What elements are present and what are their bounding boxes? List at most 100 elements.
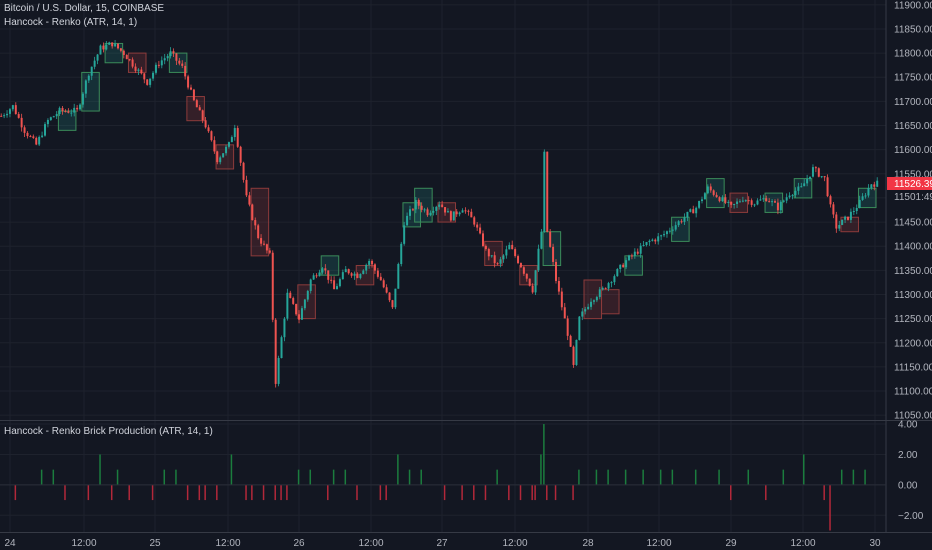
candle-body xyxy=(750,200,753,205)
candle-body xyxy=(540,231,543,249)
production-bar xyxy=(309,469,312,485)
x-tick-label: 30 xyxy=(869,538,881,549)
candle-body xyxy=(388,292,391,301)
candle-body xyxy=(829,196,832,205)
production-bar xyxy=(87,484,90,501)
candle-body xyxy=(566,318,569,336)
candle-body xyxy=(303,299,306,309)
candle-body xyxy=(178,60,181,64)
candle-body xyxy=(286,292,289,319)
candle-body xyxy=(274,319,277,384)
candle-body xyxy=(353,273,356,276)
candle-body xyxy=(473,217,476,225)
production-bar xyxy=(128,484,130,501)
candle-body xyxy=(715,194,718,198)
candle-body xyxy=(420,205,423,210)
candle-body xyxy=(79,104,82,110)
candle-body xyxy=(709,186,712,191)
y-tick-label: 11900.00 xyxy=(894,0,932,11)
candle-body xyxy=(295,303,298,315)
candle-body xyxy=(26,132,29,137)
brick-production-legend[interactable]: Hancock - Renko Brick Production (ATR, 1… xyxy=(4,426,213,437)
candle-body xyxy=(736,201,739,204)
candle-body xyxy=(312,275,315,280)
candle-body xyxy=(84,80,87,94)
candle-body xyxy=(376,270,379,277)
candle-body xyxy=(149,78,152,85)
candle-body xyxy=(590,301,593,307)
candle-body xyxy=(665,231,668,235)
candle-body xyxy=(300,308,303,320)
chart-axes xyxy=(0,0,932,533)
candle-body xyxy=(511,244,514,250)
candle-body xyxy=(327,270,330,280)
candle-body xyxy=(190,87,192,90)
candle-body xyxy=(496,263,499,265)
renko-brick xyxy=(624,255,643,276)
production-bar xyxy=(204,484,206,501)
candle-body xyxy=(96,54,99,61)
x-tick-label: 29 xyxy=(725,538,737,549)
production-bar xyxy=(175,469,177,485)
candle-body xyxy=(242,162,245,180)
candle-body xyxy=(864,195,867,197)
candle-body xyxy=(227,142,230,147)
candle-body xyxy=(479,227,482,234)
candle-body xyxy=(131,59,134,67)
symbol-legend[interactable]: Bitcoin / U.S. Dollar, 15, COINBASE xyxy=(4,3,165,14)
candle-body xyxy=(531,285,534,293)
production-bar xyxy=(99,454,101,485)
y-tick-label: 11800.00 xyxy=(894,49,932,60)
y-tick-label: 11150.00 xyxy=(894,362,932,373)
candle-body xyxy=(397,263,400,289)
renko-indicator-legend[interactable]: Hancock - Renko (ATR, 14, 1) xyxy=(4,17,138,28)
production-bar xyxy=(730,484,732,501)
candle-body xyxy=(195,100,198,108)
candle-body xyxy=(198,107,201,111)
candle-body xyxy=(633,251,636,256)
candle-body xyxy=(525,273,528,279)
production-bar xyxy=(443,484,446,501)
candle-body xyxy=(321,268,324,273)
candle-body xyxy=(409,209,411,216)
candle-body xyxy=(260,238,263,244)
production-bar xyxy=(519,484,522,501)
x-tick-label: 12:00 xyxy=(502,538,527,549)
candle-body xyxy=(58,107,61,115)
x-tick-label: 12:00 xyxy=(646,538,671,549)
renko-brick xyxy=(215,144,235,170)
candle-body xyxy=(263,243,265,245)
candle-body xyxy=(595,297,598,301)
production-bar xyxy=(554,484,557,501)
candle-body xyxy=(587,306,590,310)
production-bar xyxy=(694,469,697,485)
sub-y-tick-label: 2.00 xyxy=(898,450,918,461)
candle-body xyxy=(543,151,546,232)
production-bar xyxy=(578,469,580,485)
candle-body xyxy=(701,199,703,202)
production-bar xyxy=(151,484,154,501)
candle-body xyxy=(555,261,557,281)
production-bar xyxy=(803,454,805,485)
candle-body xyxy=(712,190,715,195)
renko-brick xyxy=(104,42,124,64)
candle-body xyxy=(20,117,23,128)
candle-body xyxy=(0,115,3,117)
production-bar xyxy=(671,469,674,485)
axis-tick-labels: 24 12:00 25 12:00 26 12:00 27 12:00 28 12:00 29 12:… xyxy=(4,0,932,549)
candle-body xyxy=(849,211,852,220)
grid-lines xyxy=(0,0,886,532)
candle-body xyxy=(867,187,870,196)
sub-y-tick-label: −2.00 xyxy=(898,511,924,522)
candle-body xyxy=(444,207,447,213)
production-bar xyxy=(262,484,265,501)
candle-body xyxy=(391,300,394,308)
candle-body xyxy=(738,201,741,203)
candle-body xyxy=(172,51,175,54)
candle-body xyxy=(467,210,470,212)
candle-body xyxy=(639,245,642,254)
candle-body xyxy=(233,128,236,138)
candle-body xyxy=(175,53,178,61)
